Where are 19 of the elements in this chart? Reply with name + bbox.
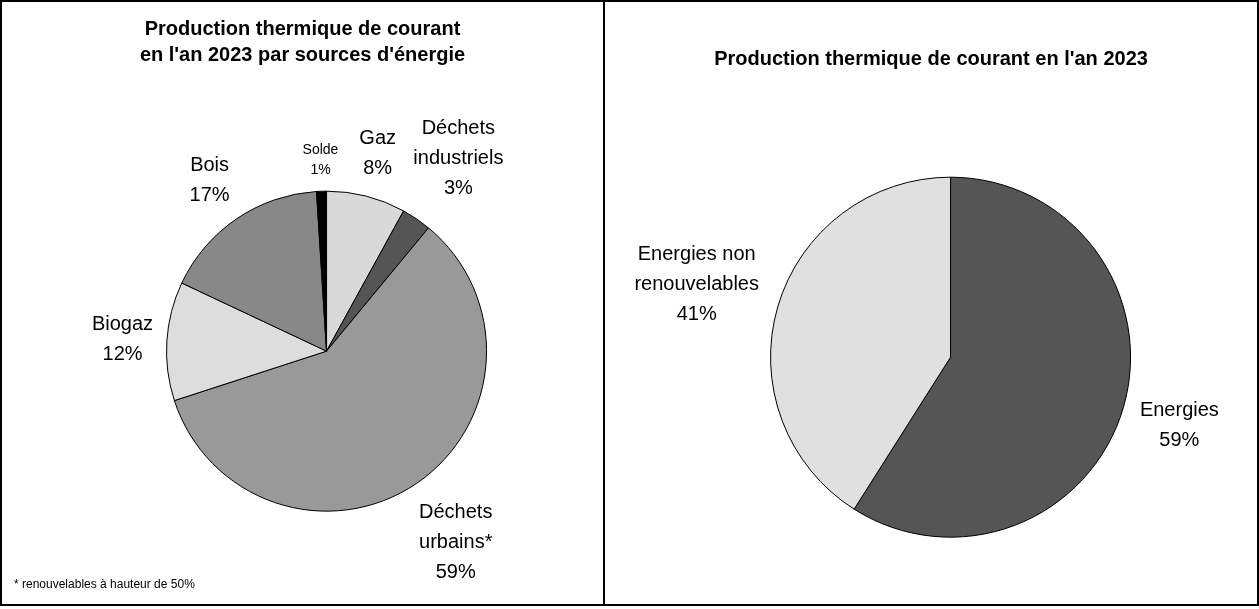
slice-label: Bois [190,153,230,176]
data-label: 8% [363,156,393,178]
slice-label: Biogaz [91,312,154,335]
data-label: 59% [435,560,476,583]
slice-label: Solde [302,140,339,157]
data-label: 17% [189,183,230,206]
text: * renouvelables à hauteur de 50% [14,577,196,591]
slice-label: Gaz [359,126,397,148]
chart-title: Production thermique de courant en l'an 2023 [714,47,1148,69]
data-label: 59% [1159,427,1200,450]
chart-title: Production thermique de courant en l'an 2023 par sources d'énergie [139,17,466,65]
data-label: 41% [676,302,717,325]
slice-label: Déchets urbains* [419,500,493,553]
data-label: 1% [310,160,331,177]
data-label: 3% [443,176,474,199]
slice-label: Energies non renouvelables [634,242,759,295]
slice-label: Energies [1139,397,1219,420]
data-label: 12% [102,342,143,365]
slice-label: Déchets industriels [413,116,504,169]
